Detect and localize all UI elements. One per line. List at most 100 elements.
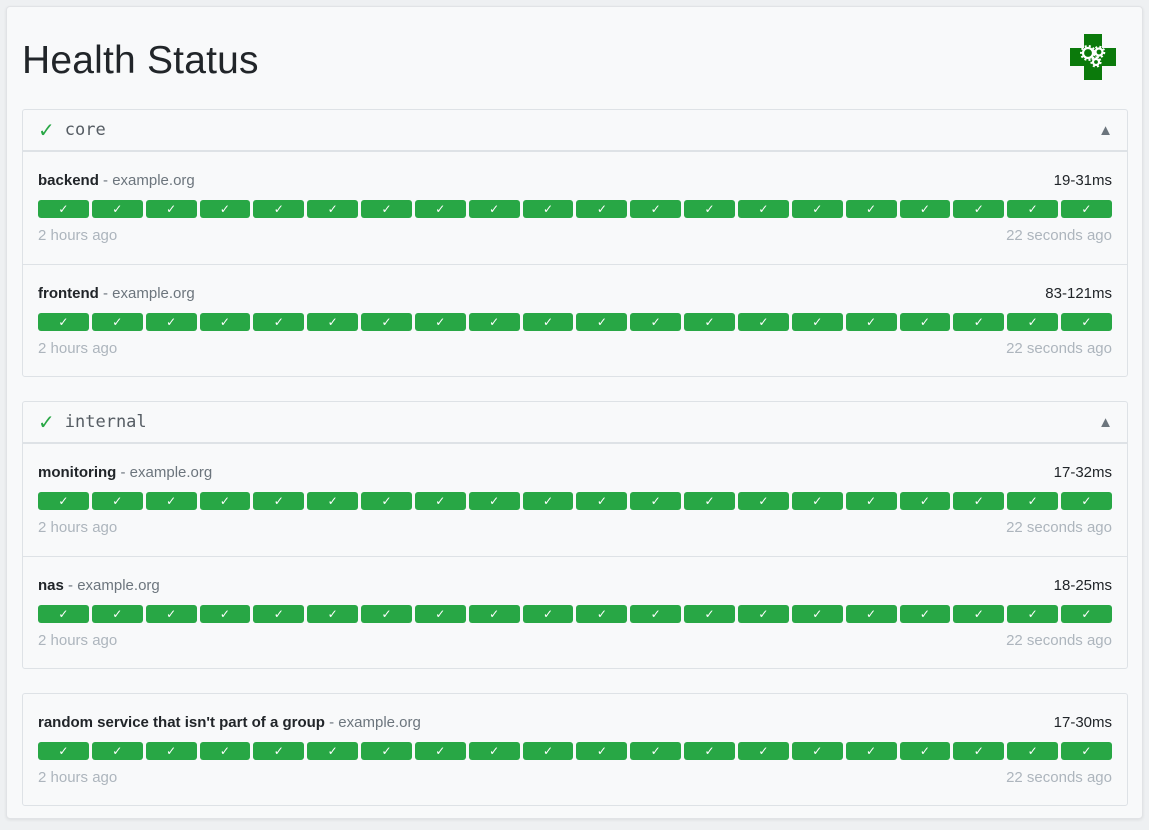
result-success-bar[interactable]: ✓ [38, 605, 89, 623]
result-success-bar[interactable]: ✓ [522, 742, 574, 760]
result-success-bar[interactable]: ✓ [684, 605, 735, 623]
result-success-bar[interactable]: ✓ [91, 605, 143, 623]
result-success-bar[interactable]: ✓ [145, 605, 197, 623]
result-success-bar[interactable]: ✓ [953, 742, 1005, 760]
result-success-bar[interactable]: ✓ [307, 313, 359, 331]
service-name[interactable]: monitoring [38, 464, 117, 481]
result-success-bar[interactable]: ✓ [1061, 313, 1112, 331]
result-success-bar[interactable]: ✓ [845, 742, 897, 760]
result-success-bar[interactable]: ✓ [199, 492, 251, 510]
result-success-bar[interactable]: ✓ [468, 605, 520, 623]
result-success-bar[interactable]: ✓ [737, 605, 789, 623]
triangle-up-icon[interactable]: ▲ [1098, 121, 1113, 139]
result-success-bar[interactable]: ✓ [791, 313, 843, 331]
result-success-bar[interactable]: ✓ [899, 313, 951, 331]
service-name[interactable]: random service that isn't part of a grou… [38, 714, 325, 731]
result-success-bar[interactable]: ✓ [845, 605, 897, 623]
group-header[interactable]: ✓ internal ▲ [23, 402, 1127, 444]
result-success-bar[interactable]: ✓ [253, 605, 305, 623]
result-success-bar[interactable]: ✓ [953, 492, 1005, 510]
result-success-bar[interactable]: ✓ [737, 492, 789, 510]
service-name[interactable]: nas [38, 577, 64, 594]
result-success-bar[interactable]: ✓ [630, 742, 682, 760]
result-success-bar[interactable]: ✓ [307, 742, 359, 760]
result-success-bar[interactable]: ✓ [953, 200, 1005, 218]
result-success-bar[interactable]: ✓ [307, 492, 359, 510]
result-success-bar[interactable]: ✓ [791, 605, 843, 623]
result-success-bar[interactable]: ✓ [953, 313, 1005, 331]
result-success-bar[interactable]: ✓ [684, 492, 735, 510]
result-success-bar[interactable]: ✓ [576, 742, 628, 760]
result-success-bar[interactable]: ✓ [1007, 742, 1059, 760]
result-success-bar[interactable]: ✓ [91, 492, 143, 510]
result-success-bar[interactable]: ✓ [253, 313, 305, 331]
result-success-bar[interactable]: ✓ [630, 200, 682, 218]
result-success-bar[interactable]: ✓ [361, 492, 412, 510]
result-success-bar[interactable]: ✓ [145, 742, 197, 760]
result-success-bar[interactable]: ✓ [1007, 492, 1059, 510]
result-success-bar[interactable]: ✓ [953, 605, 1005, 623]
result-success-bar[interactable]: ✓ [38, 742, 89, 760]
result-success-bar[interactable]: ✓ [1061, 605, 1112, 623]
result-success-bar[interactable]: ✓ [791, 742, 843, 760]
result-success-bar[interactable]: ✓ [576, 492, 628, 510]
result-success-bar[interactable]: ✓ [361, 742, 412, 760]
result-success-bar[interactable]: ✓ [576, 200, 628, 218]
result-success-bar[interactable]: ✓ [684, 200, 735, 218]
result-success-bar[interactable]: ✓ [899, 605, 951, 623]
result-success-bar[interactable]: ✓ [91, 200, 143, 218]
result-success-bar[interactable]: ✓ [414, 605, 466, 623]
result-success-bar[interactable]: ✓ [630, 605, 682, 623]
result-success-bar[interactable]: ✓ [361, 605, 412, 623]
result-success-bar[interactable]: ✓ [899, 492, 951, 510]
result-success-bar[interactable]: ✓ [845, 200, 897, 218]
result-success-bar[interactable]: ✓ [414, 200, 466, 218]
result-success-bar[interactable]: ✓ [199, 742, 251, 760]
result-success-bar[interactable]: ✓ [307, 605, 359, 623]
result-success-bar[interactable]: ✓ [845, 492, 897, 510]
result-success-bar[interactable]: ✓ [38, 492, 89, 510]
result-success-bar[interactable]: ✓ [91, 742, 143, 760]
result-success-bar[interactable]: ✓ [38, 200, 89, 218]
result-success-bar[interactable]: ✓ [38, 313, 89, 331]
result-success-bar[interactable]: ✓ [253, 742, 305, 760]
result-success-bar[interactable]: ✓ [576, 605, 628, 623]
result-success-bar[interactable]: ✓ [199, 313, 251, 331]
result-success-bar[interactable]: ✓ [199, 200, 251, 218]
result-success-bar[interactable]: ✓ [1061, 742, 1112, 760]
result-success-bar[interactable]: ✓ [414, 742, 466, 760]
group-header[interactable]: ✓ core ▲ [23, 110, 1127, 152]
result-success-bar[interactable]: ✓ [361, 313, 412, 331]
result-success-bar[interactable]: ✓ [414, 492, 466, 510]
service-name[interactable]: backend [38, 172, 99, 189]
result-success-bar[interactable]: ✓ [414, 313, 466, 331]
result-success-bar[interactable]: ✓ [684, 742, 735, 760]
result-success-bar[interactable]: ✓ [630, 313, 682, 331]
result-success-bar[interactable]: ✓ [253, 200, 305, 218]
result-success-bar[interactable]: ✓ [791, 200, 843, 218]
result-success-bar[interactable]: ✓ [684, 313, 735, 331]
result-success-bar[interactable]: ✓ [199, 605, 251, 623]
result-success-bar[interactable]: ✓ [1007, 605, 1059, 623]
result-success-bar[interactable]: ✓ [845, 313, 897, 331]
result-success-bar[interactable]: ✓ [899, 200, 951, 218]
result-success-bar[interactable]: ✓ [1061, 200, 1112, 218]
result-success-bar[interactable]: ✓ [899, 742, 951, 760]
result-success-bar[interactable]: ✓ [468, 313, 520, 331]
result-success-bar[interactable]: ✓ [91, 313, 143, 331]
result-success-bar[interactable]: ✓ [737, 200, 789, 218]
result-success-bar[interactable]: ✓ [522, 313, 574, 331]
result-success-bar[interactable]: ✓ [791, 492, 843, 510]
result-success-bar[interactable]: ✓ [1007, 200, 1059, 218]
result-success-bar[interactable]: ✓ [737, 313, 789, 331]
triangle-up-icon[interactable]: ▲ [1098, 413, 1113, 431]
result-success-bar[interactable]: ✓ [737, 742, 789, 760]
result-success-bar[interactable]: ✓ [361, 200, 412, 218]
result-success-bar[interactable]: ✓ [145, 492, 197, 510]
result-success-bar[interactable]: ✓ [1007, 313, 1059, 331]
result-success-bar[interactable]: ✓ [468, 492, 520, 510]
result-success-bar[interactable]: ✓ [522, 605, 574, 623]
result-success-bar[interactable]: ✓ [522, 492, 574, 510]
result-success-bar[interactable]: ✓ [307, 200, 359, 218]
result-success-bar[interactable]: ✓ [522, 200, 574, 218]
